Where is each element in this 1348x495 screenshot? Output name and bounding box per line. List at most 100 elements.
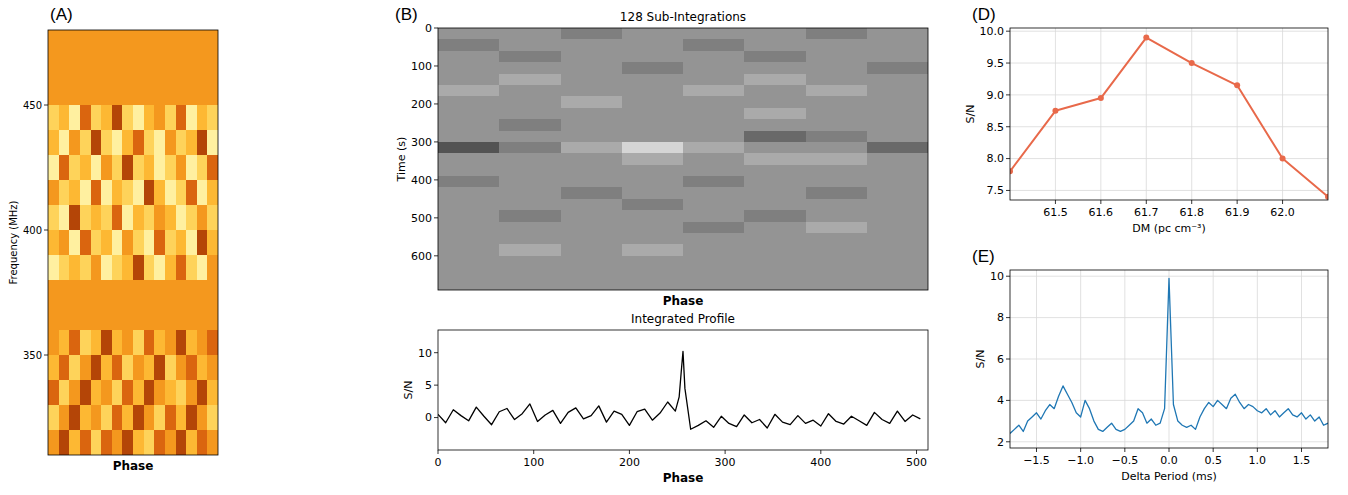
cell	[48, 255, 59, 281]
frame	[1010, 28, 1328, 200]
cell	[112, 105, 123, 131]
cell	[165, 430, 176, 455]
cell	[186, 230, 197, 256]
cell	[165, 355, 176, 381]
cell	[744, 267, 806, 279]
cell	[80, 55, 91, 81]
cell	[133, 30, 144, 56]
cell	[197, 280, 208, 306]
cell	[80, 80, 91, 106]
cell	[186, 30, 197, 56]
cell	[622, 39, 684, 51]
cell	[207, 55, 218, 81]
cell	[806, 51, 868, 63]
cell	[69, 30, 80, 56]
cell	[806, 176, 868, 188]
cell	[122, 280, 133, 306]
tick	[1124, 448, 1125, 452]
tick-label: 350	[23, 350, 42, 361]
cell	[561, 279, 623, 290]
cell	[176, 105, 187, 131]
cell	[622, 131, 684, 143]
marker	[1010, 168, 1013, 174]
tick	[434, 352, 438, 353]
cell	[683, 131, 745, 143]
tick-label: 8.0	[987, 152, 1005, 165]
cell	[133, 330, 144, 356]
cell	[499, 210, 561, 222]
cell	[176, 330, 187, 356]
tick-label: 300	[715, 456, 736, 469]
tick	[1055, 200, 1056, 204]
cell	[133, 80, 144, 106]
cell	[69, 305, 80, 331]
grid-line	[1237, 28, 1238, 200]
cell	[683, 267, 745, 279]
cell	[154, 205, 165, 231]
cell	[622, 199, 684, 211]
cell	[101, 430, 112, 455]
cell	[186, 80, 197, 106]
cell	[867, 210, 928, 222]
cell	[207, 380, 218, 406]
cell	[186, 205, 197, 231]
cell	[122, 430, 133, 455]
tick-label: 5	[425, 379, 432, 392]
panel: 7.58.08.59.09.510.061.561.661.761.861.96…	[964, 5, 1332, 235]
tick	[434, 179, 438, 180]
cell	[144, 230, 155, 256]
cell	[154, 255, 165, 281]
tick	[916, 450, 917, 454]
cell	[197, 205, 208, 231]
cell	[622, 256, 684, 268]
cell	[806, 267, 868, 279]
cell	[499, 96, 561, 108]
cell	[197, 355, 208, 381]
cell	[438, 74, 500, 86]
cell	[207, 355, 218, 381]
tick-label: −0.5	[1111, 454, 1138, 467]
cell	[122, 180, 133, 206]
cell	[499, 51, 561, 63]
cell	[499, 222, 561, 234]
tick	[1006, 94, 1010, 95]
tick	[725, 450, 726, 454]
cell	[144, 55, 155, 81]
cell	[122, 355, 133, 381]
cell	[176, 55, 187, 81]
cell	[683, 74, 745, 86]
cell	[176, 405, 187, 431]
cell	[744, 39, 806, 51]
cell	[744, 51, 806, 63]
cell	[622, 142, 684, 154]
cell	[69, 405, 80, 431]
plot-area	[1010, 278, 1328, 433]
cell	[144, 430, 155, 455]
cell	[806, 222, 868, 234]
cell	[112, 280, 123, 306]
cell	[48, 430, 59, 455]
cell	[91, 405, 102, 431]
cell	[683, 222, 745, 234]
frame	[48, 30, 218, 455]
cell	[683, 199, 745, 211]
cell	[59, 55, 70, 81]
cell	[438, 176, 500, 188]
tick	[820, 450, 821, 454]
cell	[122, 380, 133, 406]
cell	[744, 222, 806, 234]
cell	[133, 155, 144, 181]
cell	[561, 51, 623, 63]
cell	[622, 51, 684, 63]
cell	[133, 430, 144, 455]
cell	[122, 55, 133, 81]
cell	[499, 74, 561, 86]
cell	[165, 230, 176, 256]
tick	[533, 450, 534, 454]
tick-label: 100	[523, 456, 544, 469]
cell	[176, 130, 187, 156]
cell	[122, 155, 133, 181]
tick-label: −1.5	[1023, 454, 1050, 467]
cell	[48, 105, 59, 131]
cell	[438, 131, 500, 143]
